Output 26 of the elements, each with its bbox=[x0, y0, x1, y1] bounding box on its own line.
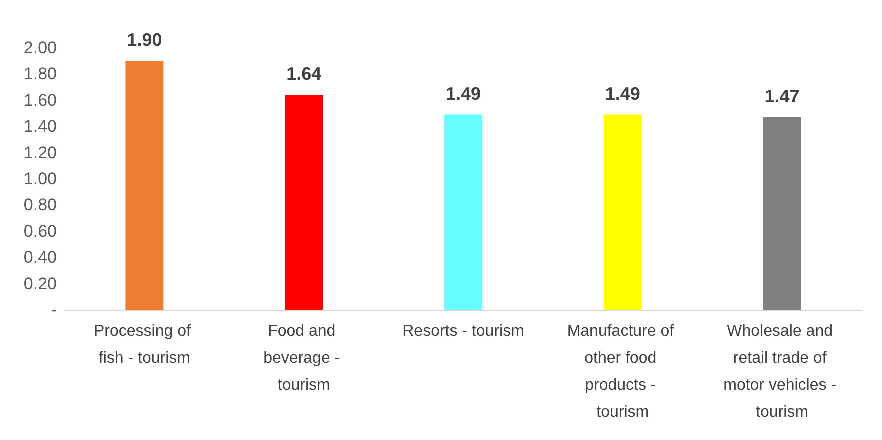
x-tick-label: Manufacture of other food products - tourism bbox=[567, 323, 678, 421]
y-tick-label: 1.80 bbox=[24, 64, 57, 84]
y-tick-label: 1.40 bbox=[24, 117, 57, 136]
y-tick-label: 1.60 bbox=[24, 90, 57, 110]
data-label: 1.64 bbox=[286, 64, 322, 84]
y-tick-label: 0.20 bbox=[24, 274, 57, 294]
data-label: 1.90 bbox=[127, 30, 162, 50]
y-tick-label: 0.40 bbox=[24, 248, 57, 268]
x-tick-label: Processing of fish - tourism bbox=[94, 323, 196, 367]
bar bbox=[285, 95, 324, 310]
y-tick-label: 0.80 bbox=[24, 196, 57, 215]
y-tick-label: - bbox=[51, 300, 57, 320]
x-tick-label: Wholesale and retail trade of motor vehicles - tourism bbox=[724, 323, 841, 421]
bar bbox=[444, 114, 482, 310]
bar bbox=[126, 61, 164, 310]
y-tick-label: 1.00 bbox=[24, 170, 57, 188]
x-tick-label: Food and beverage - tourism bbox=[264, 323, 345, 394]
y-tick-label: 1.20 bbox=[24, 143, 57, 162]
data-label: 1.49 bbox=[446, 84, 482, 104]
y-tick-label: 0.60 bbox=[24, 222, 57, 241]
x-tick-label: Resorts - tourism bbox=[402, 323, 524, 340]
y-tick-label: 2.00 bbox=[24, 38, 57, 58]
data-label: 1.49 bbox=[605, 84, 640, 104]
bar bbox=[763, 117, 802, 310]
data-label: 1.47 bbox=[764, 86, 800, 106]
bar bbox=[604, 114, 642, 310]
